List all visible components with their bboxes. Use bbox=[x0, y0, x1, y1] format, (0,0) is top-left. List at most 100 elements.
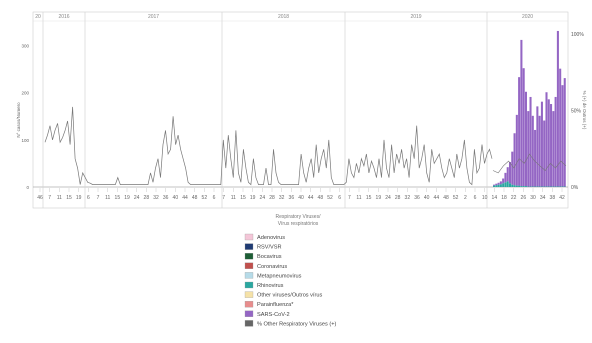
bar-sars-cov-2 bbox=[497, 182, 500, 185]
week-tick-label: 11 bbox=[356, 195, 361, 201]
left-axis-label: N° casos/Numero bbox=[16, 102, 21, 138]
x-axis-label-line1: Respiratory Viruses/ bbox=[276, 214, 322, 220]
week-tick-label: 38 bbox=[550, 195, 556, 201]
left-tick-label: 300 bbox=[21, 44, 29, 49]
year-label: 2017 bbox=[148, 14, 159, 20]
week-tick-label: 24 bbox=[260, 195, 266, 201]
legend-swatch bbox=[244, 243, 254, 250]
week-tick-label: 42 bbox=[559, 195, 565, 201]
legend-swatch bbox=[244, 310, 254, 317]
bars bbox=[493, 30, 566, 187]
bar-other bbox=[511, 184, 514, 187]
legend-label: % Other Respiratory Viruses (+) bbox=[257, 321, 336, 327]
week-tick-label: 19 bbox=[76, 195, 82, 201]
week-tick-label: 52 bbox=[453, 195, 459, 201]
week-tick-label: 24 bbox=[385, 195, 391, 201]
week-tick-label: 44 bbox=[182, 195, 188, 201]
left-tick-label: 0 bbox=[26, 185, 29, 190]
legend-label: Bocavirus bbox=[257, 254, 282, 260]
year-label: 2018 bbox=[278, 14, 289, 20]
bar-other bbox=[518, 185, 521, 187]
year-label: 2016 bbox=[58, 14, 69, 20]
week-tick-label: 14 bbox=[492, 195, 498, 201]
legend-swatch bbox=[244, 253, 254, 260]
week-tick-label: 15 bbox=[240, 195, 246, 201]
week-tick-label: 24 bbox=[134, 195, 140, 201]
legend-label: Adenovirus bbox=[257, 235, 285, 241]
plot-border bbox=[32, 11, 569, 209]
week-tick-label: 32 bbox=[153, 195, 159, 201]
bar-sars-cov-2 bbox=[522, 68, 525, 187]
week-tick-label: 18 bbox=[501, 195, 507, 201]
week-tick-label: 52 bbox=[202, 195, 208, 201]
bar-sars-cov-2 bbox=[554, 96, 557, 187]
legend-label: Other viruses/Outros vírus bbox=[257, 293, 322, 299]
right-tick-label: 0% bbox=[571, 185, 579, 191]
bar-sars-cov-2 bbox=[536, 106, 539, 187]
week-tick-label: 40 bbox=[298, 195, 304, 201]
week-tick-label: 46 bbox=[37, 195, 43, 201]
bar-other bbox=[499, 184, 502, 187]
bar-other bbox=[497, 184, 500, 187]
week-tick-label: 36 bbox=[163, 195, 169, 201]
bar-sars-cov-2 bbox=[520, 39, 523, 187]
bar-other bbox=[513, 185, 516, 187]
week-tick-label: 44 bbox=[308, 195, 314, 201]
week-tick-label: 6 bbox=[474, 195, 477, 201]
right-tick-label: 50% bbox=[571, 109, 582, 115]
week-tick-label: 28 bbox=[269, 195, 275, 201]
bar-other bbox=[502, 183, 505, 187]
week-tick-label: 26 bbox=[521, 195, 527, 201]
left-tick-label: 200 bbox=[21, 91, 29, 96]
bar-other bbox=[520, 186, 523, 187]
week-tick-label: 32 bbox=[405, 195, 411, 201]
legend-label: Metapneumovirus bbox=[257, 273, 302, 279]
week-tick-label: 28 bbox=[144, 195, 150, 201]
bar-sars-cov-2 bbox=[504, 172, 507, 183]
bar-other bbox=[506, 181, 509, 187]
bar-other bbox=[495, 185, 498, 187]
bar-sars-cov-2 bbox=[545, 92, 548, 187]
week-tick-label: 15 bbox=[115, 195, 121, 201]
week-tick-label: 36 bbox=[289, 195, 295, 201]
bar-sars-cov-2 bbox=[561, 85, 564, 187]
bar-sars-cov-2 bbox=[534, 129, 537, 187]
legend: Adenovirus RSV/VSR Bocavirus Coronavirus Met… bbox=[244, 233, 336, 327]
legend-swatch bbox=[244, 281, 254, 289]
week-tick-label: 48 bbox=[192, 195, 198, 201]
left-axis-ticks: 300 200 100 0 bbox=[21, 44, 29, 190]
week-tick-label: 28 bbox=[395, 195, 401, 201]
week-tick-label: 11 bbox=[231, 195, 236, 201]
right-axis-label: % (+) de Outros (+) bbox=[582, 91, 587, 130]
week-tick-label: 15 bbox=[66, 195, 72, 201]
bar-sars-cov-2 bbox=[527, 111, 530, 187]
legend-label: Coronavirus bbox=[257, 264, 287, 270]
week-tick-label: 11 bbox=[105, 195, 110, 201]
year-label: 2020 bbox=[522, 14, 533, 20]
bar-other bbox=[524, 186, 527, 187]
legend-swatch bbox=[244, 272, 254, 279]
percent-line-2020 bbox=[492, 153, 567, 174]
week-tick-label: 19 bbox=[376, 195, 382, 201]
week-tick-label: 7 bbox=[348, 195, 351, 201]
bar-sars-cov-2 bbox=[515, 114, 518, 186]
bar-sars-cov-2 bbox=[552, 111, 555, 187]
bar-sars-cov-2 bbox=[495, 183, 498, 186]
bar-other bbox=[508, 183, 512, 187]
week-tick-label: 10 bbox=[482, 195, 488, 201]
year-labels: 20 2016 2017 2018 2019 2020 bbox=[35, 12, 533, 208]
week-tick-label: 7 bbox=[222, 195, 225, 201]
legend-label: Rhinovirus bbox=[257, 283, 284, 289]
week-tick-label: 19 bbox=[250, 195, 256, 201]
week-tick-label: 36 bbox=[414, 195, 420, 201]
week-tick-label: 48 bbox=[318, 195, 324, 201]
week-tick-label: 6 bbox=[338, 195, 341, 201]
legend-swatch bbox=[244, 301, 254, 308]
bar-sars-cov-2 bbox=[563, 78, 566, 187]
right-axis-ticks: 100% 50% 0% bbox=[571, 32, 584, 191]
bar-sars-cov-2 bbox=[529, 96, 532, 187]
week-tick-label: 19 bbox=[124, 195, 130, 201]
week-tick-label: 15 bbox=[366, 195, 372, 201]
week-tick-label: 22 bbox=[511, 195, 517, 201]
